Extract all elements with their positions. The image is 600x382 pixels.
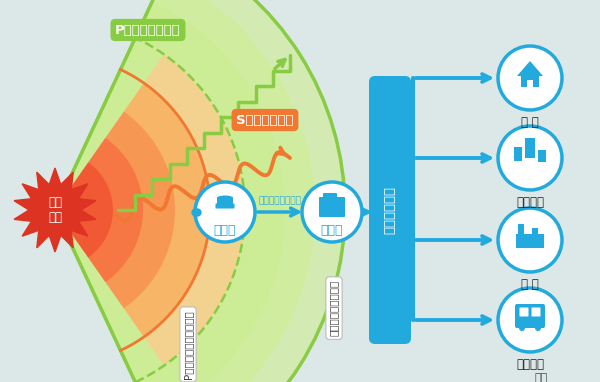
FancyBboxPatch shape [518,224,524,236]
Wedge shape [55,0,345,382]
Text: 家 庭: 家 庭 [521,115,539,128]
FancyBboxPatch shape [514,147,522,161]
Text: 集客施設: 集客施設 [516,196,544,209]
FancyBboxPatch shape [527,80,533,87]
Wedge shape [55,2,285,382]
Text: P波（初期微動）を観測: P波（初期微動）を観測 [183,310,193,379]
FancyBboxPatch shape [217,197,233,207]
Text: S波（主要動）: S波（主要動） [236,113,294,126]
Text: 地震計: 地震計 [214,223,236,236]
Wedge shape [55,83,210,337]
Ellipse shape [217,196,233,201]
Text: 緊急地震速報: 緊急地震速報 [383,186,397,234]
Wedge shape [55,0,315,382]
Circle shape [498,126,562,190]
FancyBboxPatch shape [532,228,538,236]
Text: P波（初期微動）: P波（初期微動） [115,24,181,37]
Circle shape [519,325,525,331]
FancyBboxPatch shape [319,197,345,217]
Circle shape [535,325,541,331]
Circle shape [498,208,562,272]
Text: など: など [535,373,548,382]
Text: 地震
発生: 地震 発生 [48,196,62,224]
Text: 交通機関: 交通機関 [516,358,544,371]
FancyBboxPatch shape [525,138,535,158]
Wedge shape [55,54,245,366]
FancyBboxPatch shape [323,193,337,201]
Circle shape [195,182,255,242]
Text: 緊急地震速報を発表: 緊急地震速報を発表 [329,280,339,336]
FancyBboxPatch shape [516,234,544,248]
Wedge shape [55,162,113,257]
Polygon shape [14,168,96,252]
FancyBboxPatch shape [215,204,235,209]
Text: 気象庁: 気象庁 [321,223,343,236]
FancyBboxPatch shape [538,150,546,162]
Text: 瞬時のデータ転送: 瞬時のデータ転送 [259,196,302,205]
Circle shape [498,288,562,352]
Text: 工 場: 工 場 [521,277,539,290]
FancyBboxPatch shape [515,304,545,328]
FancyBboxPatch shape [521,76,539,87]
FancyBboxPatch shape [369,76,411,344]
Circle shape [498,46,562,110]
Wedge shape [55,112,175,308]
Circle shape [302,182,362,242]
FancyBboxPatch shape [532,308,541,317]
FancyBboxPatch shape [520,308,529,317]
Wedge shape [55,138,143,282]
Polygon shape [517,61,543,76]
